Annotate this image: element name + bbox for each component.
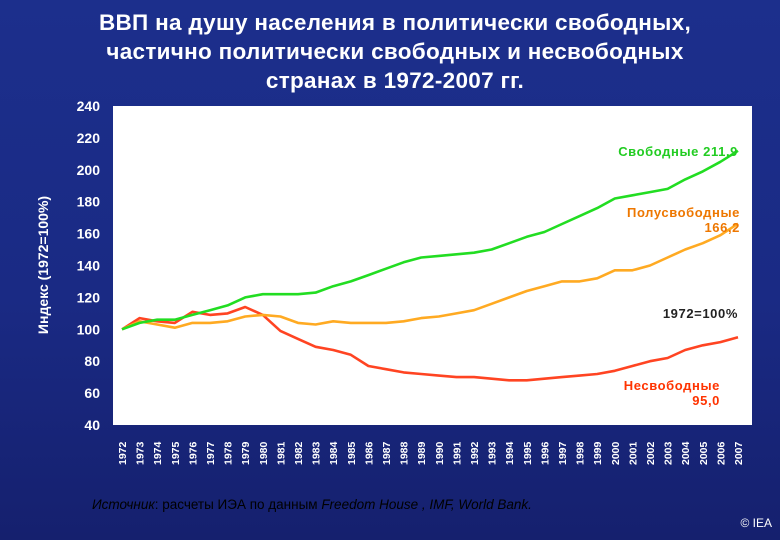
source-list: Freedom House , IMF, World Bank.	[321, 497, 532, 512]
series-line-notfree	[121, 305, 739, 382]
x-tick-label: 1985	[346, 441, 358, 465]
x-tick-label: 1982	[293, 441, 305, 465]
x-tick-label: 1988	[399, 441, 411, 465]
x-tick-label: 1994	[504, 441, 516, 465]
y-tick-label: 180	[77, 194, 101, 210]
x-axis: 1972 1973 1974 1975 1976 1977 1978 1979 1980 1981…	[117, 441, 745, 465]
x-tick-label: 1986	[363, 441, 375, 465]
x-tick-label: 2001	[627, 441, 639, 465]
x-tick-label: 1980	[258, 441, 270, 465]
x-tick-label: 1972	[117, 441, 129, 465]
annotation-partly: Полусвободные	[627, 205, 740, 220]
x-tick-label: 1989	[416, 441, 428, 465]
annotation-partly: 166,2	[704, 220, 740, 235]
y-tick-label: 220	[77, 130, 101, 146]
x-tick-label: 1995	[522, 441, 534, 465]
chart-title: ВВП на душу населения в политически своб…	[30, 8, 760, 95]
x-tick-label: 2005	[698, 441, 710, 465]
series-line-free	[121, 149, 739, 331]
y-tick-label: 120	[77, 289, 101, 305]
x-tick-label: 1981	[275, 441, 287, 465]
y-tick-label: 60	[84, 385, 100, 401]
y-tick-label: 200	[77, 162, 101, 178]
x-tick-label: 1998	[575, 441, 587, 465]
y-tick-label: 140	[77, 258, 101, 274]
x-tick-label: 1996	[539, 441, 551, 465]
x-tick-label: 2002	[645, 441, 657, 465]
x-tick-label: 1991	[451, 441, 463, 465]
x-tick-label: 1992	[469, 441, 481, 465]
x-tick-label: 1977	[205, 441, 217, 465]
x-tick-label: 2006	[715, 441, 727, 465]
source-note: Источник: расчеты ИЭА по данным Freedom …	[92, 497, 532, 512]
x-tick-label: 2000	[610, 441, 622, 465]
x-tick-label: 1997	[557, 441, 569, 465]
series-line-partly	[121, 222, 739, 331]
x-tick-label: 2003	[663, 441, 675, 465]
x-tick-label: 1974	[152, 441, 164, 465]
x-tick-label: 1976	[187, 441, 199, 465]
x-tick-label: 2007	[733, 441, 745, 465]
annotation-notfree: Несвободные	[624, 378, 720, 393]
x-tick-label: 1987	[381, 441, 393, 465]
x-tick-label: 1993	[487, 441, 499, 465]
y-tick-label: 100	[77, 321, 101, 337]
x-tick-label: 1978	[223, 441, 235, 465]
x-tick-label: 1975	[170, 441, 182, 465]
title-line-3: странах в 1972-2007 гг.	[265, 68, 525, 93]
y-tick-label: 160	[77, 226, 101, 242]
title-line-1: ВВП на душу населения в политически своб…	[98, 10, 692, 35]
x-tick-label: 1999	[592, 441, 604, 465]
y-tick-label: 40	[84, 417, 100, 433]
y-axis: 40 60 80 100 120 140 160 180 200 220 240	[77, 98, 101, 433]
x-tick-label: 1973	[135, 441, 147, 465]
annotation-free: Свободные 211,9	[618, 144, 738, 159]
annotation-notfree: 95,0	[692, 393, 720, 408]
annotation-baseline: 1972=100%	[663, 306, 738, 321]
x-tick-label: 1990	[434, 441, 446, 465]
x-tick-label: 1984	[328, 441, 340, 465]
series-lines	[121, 149, 739, 382]
x-tick-label: 2004	[680, 441, 692, 465]
source-text: : расчеты ИЭА по данным	[154, 497, 322, 512]
y-tick-label: 80	[84, 353, 100, 369]
x-tick-label: 1979	[240, 441, 252, 465]
copyright: © IEA	[740, 516, 772, 530]
title-line-2: частично политически свободных и несвобо…	[106, 39, 684, 64]
y-tick-label: 240	[77, 98, 101, 114]
x-tick-label: 1983	[311, 441, 323, 465]
source-prefix: Источник	[92, 497, 155, 512]
y-axis-label: Индекс (1972=100%)	[35, 196, 51, 334]
